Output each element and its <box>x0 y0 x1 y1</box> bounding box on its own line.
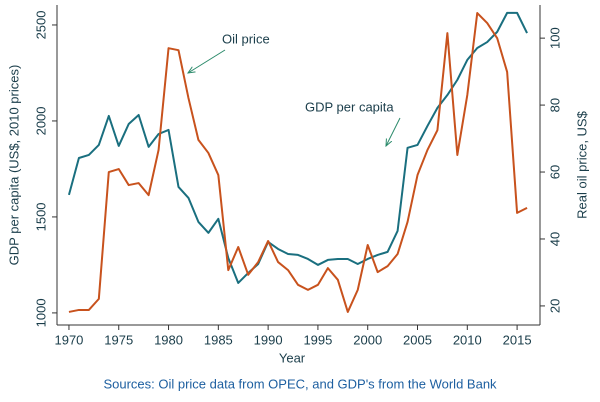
y-tick-label: 2500 <box>33 11 48 40</box>
x-tick-label: 2015 <box>503 332 532 347</box>
y2-tick-label: 40 <box>547 232 562 246</box>
x-tick-label: 2010 <box>453 332 482 347</box>
annotation: Oil price <box>222 31 270 46</box>
y-tick-label: 1000 <box>33 298 48 327</box>
x-tick-label: 1990 <box>254 332 283 347</box>
y2-axis-title: Real oil price, US$ <box>574 110 589 218</box>
x-tick-label: 1980 <box>154 332 183 347</box>
y2-tick-label: 100 <box>547 27 562 49</box>
x-tick-label: 2000 <box>353 332 382 347</box>
x-tick-label: 1975 <box>104 332 133 347</box>
source-note: Sources: Oil price data from OPEC, and G… <box>103 376 497 391</box>
x-tick-label: 1970 <box>54 332 83 347</box>
y2-tick-label: 20 <box>547 299 562 313</box>
y-axis-title: GDP per capita (US$, 2010 prices) <box>6 65 21 266</box>
x-tick-label: 1995 <box>303 332 332 347</box>
annotation: GDP per capita <box>305 99 394 114</box>
annotation-arrow <box>188 49 226 73</box>
x-tick-label: 1985 <box>204 332 233 347</box>
y-tick-label: 1500 <box>33 202 48 231</box>
y2-tick-label: 80 <box>547 98 562 112</box>
series-line <box>68 12 528 313</box>
series-line <box>67 11 528 284</box>
x-tick-label: 2005 <box>403 332 432 347</box>
y-tick-label: 2000 <box>33 106 48 135</box>
y2-tick-label: 60 <box>547 165 562 179</box>
annotation-arrow <box>386 117 401 146</box>
x-axis-title: Year <box>279 350 306 365</box>
